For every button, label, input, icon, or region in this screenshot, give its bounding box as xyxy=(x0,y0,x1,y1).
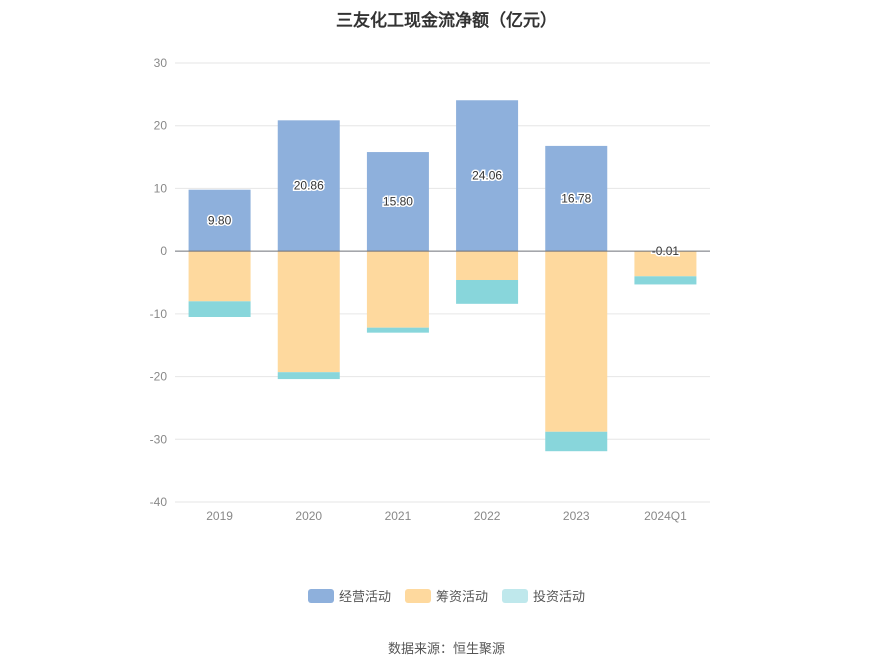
y-tick-label: -20 xyxy=(150,370,168,384)
x-tick-label: 2020 xyxy=(295,509,322,523)
legend-swatch-investing xyxy=(502,588,528,603)
bar-financing xyxy=(634,251,697,277)
x-tick-label: 2019 xyxy=(206,509,233,523)
x-tick-label: 2024Q1 xyxy=(644,509,687,523)
bar-financing xyxy=(277,251,340,373)
bar-financing xyxy=(188,251,251,302)
legend-item-investing[interactable]: 投资活动 xyxy=(502,586,585,605)
y-tick-label: -40 xyxy=(150,495,168,509)
y-tick-label: 20 xyxy=(154,119,168,133)
x-tick-label: 2022 xyxy=(474,509,501,523)
chart-title: 三友化工现金流净额（亿元） xyxy=(336,11,557,30)
bar-investing xyxy=(277,372,340,380)
y-tick-label: -10 xyxy=(150,307,168,321)
bar-investing xyxy=(188,301,251,317)
legend-label-operating: 经营活动 xyxy=(338,589,391,604)
bar-operating xyxy=(456,100,519,252)
y-tick-label: 0 xyxy=(160,244,167,258)
bar-financing xyxy=(366,251,429,328)
bar-financing xyxy=(545,251,608,432)
legend-label-investing: 投资活动 xyxy=(533,589,586,604)
y-tick-label: 10 xyxy=(154,181,168,195)
y-tick-label: -30 xyxy=(150,432,168,446)
data-label: 9.80 xyxy=(208,213,232,227)
data-source-note: 数据来源：恒生聚源 xyxy=(387,641,505,656)
chart-legend: 经营活动 筹资活动 投资活动 xyxy=(0,586,893,605)
x-tick-label: 2021 xyxy=(385,509,412,523)
legend-item-financing[interactable]: 筹资活动 xyxy=(404,586,488,605)
data-label: 15.80 xyxy=(383,195,413,209)
bar-investing xyxy=(456,279,519,304)
legend-swatch-operating xyxy=(307,588,334,603)
data-label: 16.78 xyxy=(561,192,591,206)
bar-investing xyxy=(366,327,429,333)
legend-swatch-financing xyxy=(404,588,431,603)
data-label: 24.06 xyxy=(472,169,502,183)
bar-investing xyxy=(545,431,608,452)
bar-operating xyxy=(366,152,429,252)
y-tick-label: 30 xyxy=(154,56,168,70)
bar-operating xyxy=(277,120,340,252)
bar-operating xyxy=(188,189,251,252)
legend-label-financing: 筹资活动 xyxy=(435,589,488,604)
data-label: 20.86 xyxy=(294,179,324,193)
x-tick-label: 2023 xyxy=(563,509,590,523)
legend-item-operating[interactable]: 经营活动 xyxy=(307,586,391,605)
bar-operating xyxy=(545,145,608,252)
bar-investing xyxy=(634,276,697,285)
bar-financing xyxy=(456,251,519,280)
